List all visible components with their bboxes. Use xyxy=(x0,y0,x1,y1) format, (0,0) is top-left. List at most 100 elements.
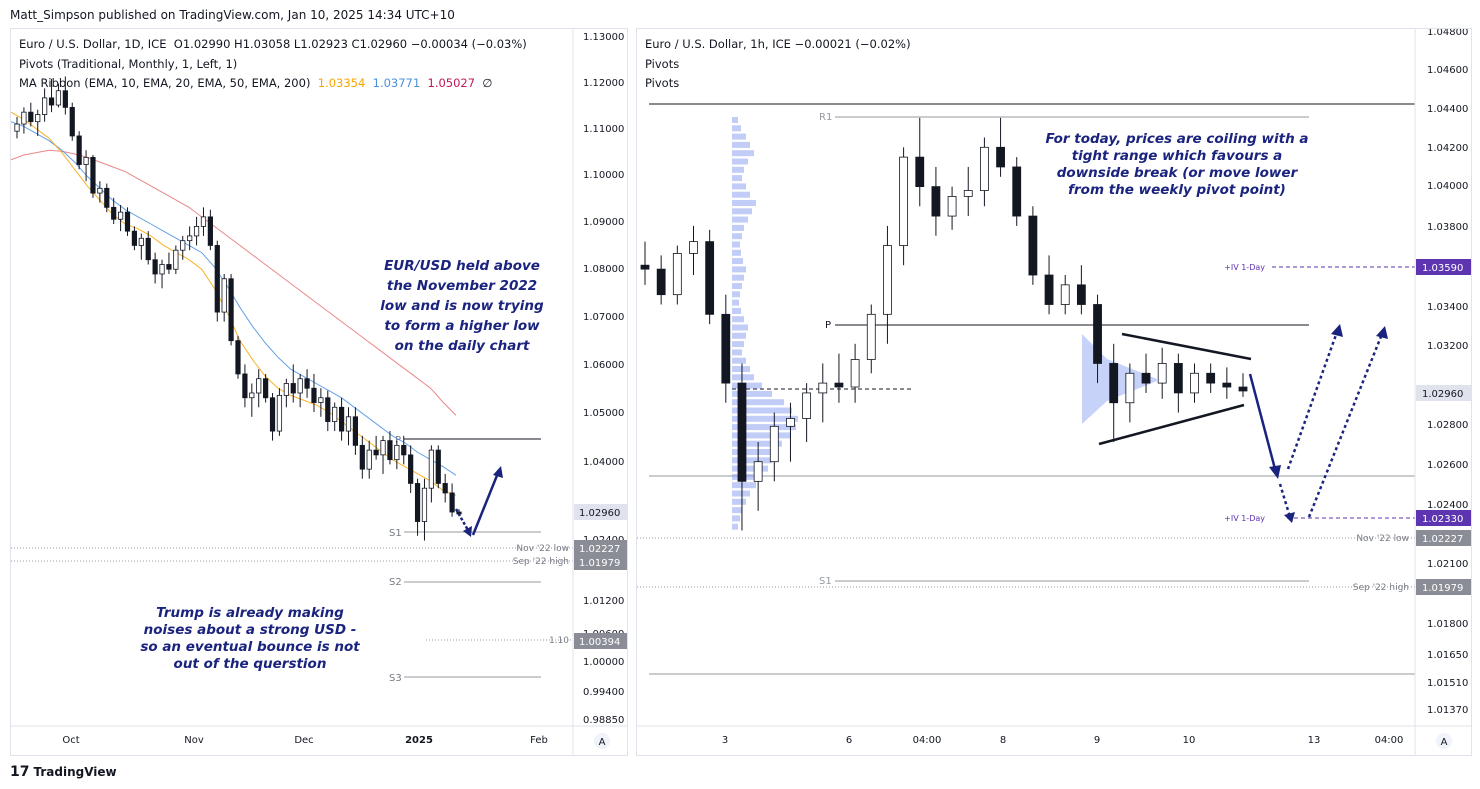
daily-candle-body xyxy=(124,211,131,232)
hourly-candle-body xyxy=(1222,382,1232,388)
daily-chart-svg[interactable]: P S1 S2 S3 Nov '22 low Sep '22 high 1.10 1.130… xyxy=(11,29,627,755)
daily-candle-body xyxy=(235,340,241,375)
hourly-x-tick-label: 6 xyxy=(846,735,852,746)
hourly-y-tick-label: 1.02400 xyxy=(1427,500,1468,511)
hourly-candle-body xyxy=(802,392,812,419)
daily-candle-body xyxy=(97,187,103,194)
daily-symbol[interactable]: Euro / U.S. Dollar, 1D, ICE xyxy=(19,37,167,51)
ema10-value: 1.03354 xyxy=(317,76,366,90)
hourly-candle-body xyxy=(1125,372,1135,404)
hourly-volume-profile-bar xyxy=(732,133,746,140)
hourly-volume-profile-bar xyxy=(732,316,744,323)
ma-ribbon-indicator[interactable]: MA Ribbon (EMA, 10, EMA, 20, EMA, 50, EM… xyxy=(19,76,311,90)
daily-auto-scale-button xyxy=(594,733,610,749)
hourly-volume-profile-bar xyxy=(732,465,768,472)
daily-up-arrowhead xyxy=(493,466,503,478)
hourly-volume-profile-bar xyxy=(732,449,776,455)
hourly-volume-profile-bar xyxy=(732,457,772,464)
hourly-price-tag-bg xyxy=(1416,385,1471,401)
daily-pivots-indicator[interactable]: Pivots (Traditional, Monthly, 1, Left, 1… xyxy=(19,56,238,71)
daily-candle-body xyxy=(435,449,441,484)
hourly-volume-profile-bar xyxy=(732,407,792,414)
hourly-volume-profile-bar xyxy=(732,424,796,431)
daily-annotation-top-line: the November 2022 xyxy=(387,278,537,294)
daily-x-tick-label: Nov xyxy=(184,735,204,746)
daily-annotation-top-line: to form a higher low xyxy=(384,318,540,334)
daily-y-tick-label: 1.07000 xyxy=(583,312,624,323)
daily-price-tag: 1.01979 xyxy=(579,558,620,569)
hourly-volume-profile-bar xyxy=(732,125,741,132)
hourly-price-tag: 1.03590 xyxy=(1422,263,1463,274)
hourly-volume-profile-bar xyxy=(732,490,750,497)
hourly-volume-profile-bar xyxy=(732,415,798,422)
hourly-price-tag: 1.02227 xyxy=(1422,534,1463,545)
daily-y-tick-label: 1.13000 xyxy=(583,32,624,43)
hourly-x-tick-label: 13 xyxy=(1308,735,1321,746)
daily-candle-body xyxy=(200,216,207,227)
daily-candle-body xyxy=(449,492,455,513)
daily-candle-body xyxy=(304,378,310,389)
daily-candle-body xyxy=(28,111,34,123)
hourly-pivots-2[interactable]: Pivots xyxy=(645,76,680,90)
hourly-volume-profile-bar xyxy=(732,191,750,198)
daily-candle-body xyxy=(373,449,379,456)
hourly-volume-profile-bar xyxy=(732,299,739,306)
daily-candle-body xyxy=(359,444,365,470)
daily-candle-body xyxy=(338,406,345,432)
daily-y-tick-label: 1.00000 xyxy=(583,657,624,668)
hourly-pivots-1[interactable]: Pivots xyxy=(645,56,680,71)
daily-price-tag-bg xyxy=(574,554,627,570)
daily-annotation-top-line: on the daily chart xyxy=(395,338,530,354)
hourly-volume-profile-bar xyxy=(732,233,742,240)
hourly-annotation-line: For today, prices are coiling with a xyxy=(1045,131,1308,147)
tradingview-footer[interactable]: 17 TradingView xyxy=(10,764,117,780)
hourly-x-tick-label: 10 xyxy=(1183,735,1196,746)
hourly-candle-body xyxy=(640,264,650,270)
hourly-x-tick-label: 8 xyxy=(1000,735,1006,746)
hourly-chart-svg[interactable]: R1 P S1 Nov '22 low Sep '22 high +IV 1-Day +IV… xyxy=(637,29,1471,755)
hourly-volume-profile-bar xyxy=(732,341,744,348)
hourly-y-tick-label: 1.01800 xyxy=(1427,619,1468,630)
hourly-candle-body xyxy=(1173,363,1183,394)
daily-pivot-S2-label: S2 xyxy=(389,577,402,588)
hourly-price-tag: 1.02960 xyxy=(1422,389,1463,400)
hourly-volume-profile-bar xyxy=(732,141,750,148)
daily-candle-body xyxy=(111,206,117,220)
daily-x-tick-label: Dec xyxy=(294,735,313,746)
daily-candle-body xyxy=(69,107,75,137)
hourly-annotation-line: downside break (or move lower xyxy=(1057,165,1299,181)
hourly-volume-profile-bar xyxy=(732,249,741,256)
daily-candle-body xyxy=(421,487,428,522)
daily-chart-panel[interactable]: Euro / U.S. Dollar, 1D, ICE O1.02990 H1.… xyxy=(10,28,628,756)
daily-y-tick-label: 1.11000 xyxy=(583,124,624,135)
hourly-volume-profile-bar xyxy=(732,366,750,372)
daily-candle-body xyxy=(332,406,338,422)
daily-candle-body xyxy=(249,392,255,399)
hourly-volume-profile-bar xyxy=(732,158,748,165)
hourly-volume-profile-bar xyxy=(732,332,746,339)
hourly-volume-profile-bar xyxy=(732,432,790,439)
hourly-volume-profile-bar xyxy=(732,440,782,447)
tradingview-logo-icon: 17 xyxy=(10,764,30,780)
daily-candle-body xyxy=(42,97,48,115)
hourly-candle-body xyxy=(1141,372,1151,384)
daily-ohlc: O1.02990 H1.03058 L1.02923 C1.02960 −0.0… xyxy=(173,37,527,51)
hourly-symbol[interactable]: Euro / U.S. Dollar, 1h, ICE −0.00021 (−0… xyxy=(645,37,911,51)
daily-legend: Euro / U.S. Dollar, 1D, ICE O1.02990 H1.… xyxy=(19,35,527,94)
hourly-price-tag: 1.01979 xyxy=(1422,583,1463,594)
hourly-candle-body xyxy=(672,253,682,296)
hourly-candle-body xyxy=(1076,284,1086,305)
daily-candle-body xyxy=(256,378,262,394)
hourly-y-tick-label: 1.02800 xyxy=(1427,420,1468,431)
hourly-volume-profile-bar xyxy=(732,349,742,356)
daily-y-tick-label: 0.99400 xyxy=(583,687,624,698)
daily-x-tick-label: Oct xyxy=(62,735,79,746)
hourly-candle-body xyxy=(1093,304,1102,364)
hourly-candle-body xyxy=(1190,372,1199,394)
hourly-chart-panel[interactable]: Euro / U.S. Dollar, 1h, ICE −0.00021 (−0… xyxy=(636,28,1472,756)
hourly-candle-body xyxy=(866,313,876,360)
daily-annotation-top-line: EUR/USD held above xyxy=(384,258,540,274)
hourly-y-tick-label: 1.03400 xyxy=(1427,302,1468,313)
hourly-breakdown-arrowhead xyxy=(1269,465,1281,479)
daily-candle-body xyxy=(35,114,41,123)
